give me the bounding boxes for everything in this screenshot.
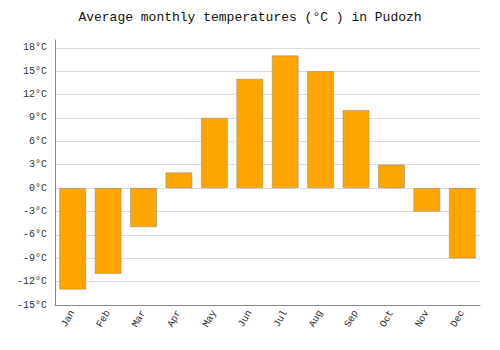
svg-text:Apr: Apr xyxy=(165,308,184,329)
svg-text:Jan: Jan xyxy=(59,308,78,329)
svg-text:Jul: Jul xyxy=(271,308,290,329)
svg-text:Sep: Sep xyxy=(342,308,361,329)
svg-text:12°C: 12°C xyxy=(23,89,47,100)
svg-text:3°C: 3°C xyxy=(29,159,47,170)
svg-text:Aug: Aug xyxy=(307,308,326,329)
svg-text:-3°C: -3°C xyxy=(23,206,47,217)
svg-text:6°C: 6°C xyxy=(29,136,47,147)
svg-text:-12°C: -12°C xyxy=(17,276,47,287)
svg-text:May: May xyxy=(201,308,220,329)
svg-text:15°C: 15°C xyxy=(23,66,47,77)
svg-text:Average monthly temperatures (: Average monthly temperatures (°C ) in Pu… xyxy=(78,10,421,25)
svg-text:Oct: Oct xyxy=(378,308,397,329)
svg-text:18°C: 18°C xyxy=(23,42,47,53)
svg-text:-6°C: -6°C xyxy=(23,229,47,240)
svg-text:Nov: Nov xyxy=(413,308,432,329)
svg-text:Jun: Jun xyxy=(236,308,255,329)
svg-text:Feb: Feb xyxy=(94,308,113,329)
svg-text:9°C: 9°C xyxy=(29,112,47,123)
svg-text:0°C: 0°C xyxy=(29,183,47,194)
svg-text:Dec: Dec xyxy=(449,308,468,329)
svg-text:-15°C: -15°C xyxy=(17,300,47,311)
svg-text:-9°C: -9°C xyxy=(23,253,47,264)
svg-text:Mar: Mar xyxy=(130,308,149,329)
